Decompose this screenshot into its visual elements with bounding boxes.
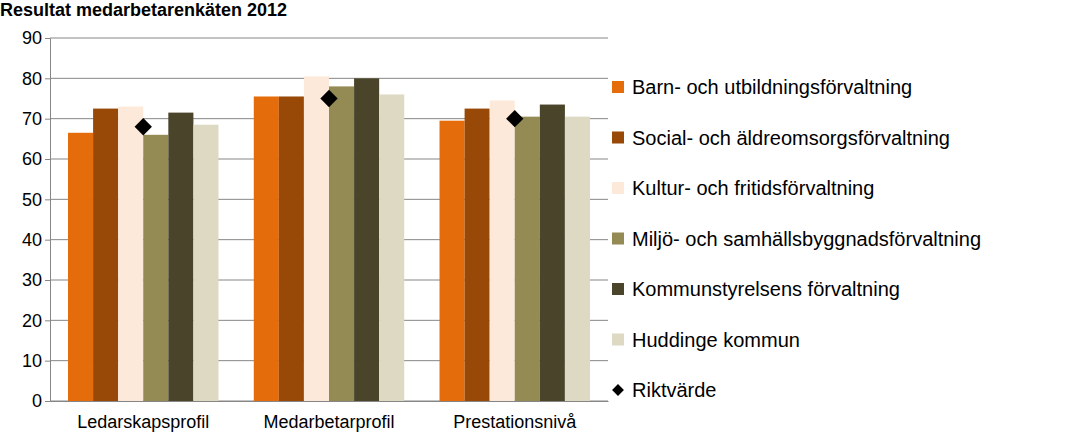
bar xyxy=(465,109,490,401)
y-tick-label: 20 xyxy=(22,311,42,331)
x-axis: Ledarskapsprofil Medarbetarprofil Prestati… xyxy=(51,402,609,433)
legend-item: Miljö- och samhällsbyggnadsförvaltning xyxy=(612,228,981,250)
bar xyxy=(490,101,515,401)
bar xyxy=(168,113,193,401)
y-tick: 90 xyxy=(22,28,50,48)
y-tick-mark xyxy=(45,361,50,362)
grid xyxy=(50,38,608,401)
y-tick-mark xyxy=(45,280,50,281)
x-tick: Prestationsnivå xyxy=(453,412,577,432)
bar xyxy=(279,96,304,401)
legend-item: Kommunstyrelsens förvaltning xyxy=(612,278,900,300)
y-tick-mark xyxy=(45,320,50,321)
y-tick: 40 xyxy=(22,230,50,250)
bar xyxy=(193,125,218,401)
grid-line xyxy=(50,38,608,39)
bar xyxy=(329,86,354,401)
y-axis-line xyxy=(45,39,51,402)
y-tick: 50 xyxy=(22,190,50,210)
legend-label: Kultur- och fritidsförvaltning xyxy=(632,177,874,199)
y-tick: 70 xyxy=(22,109,50,129)
y-tick-mark xyxy=(45,38,50,39)
y-tick-mark xyxy=(45,401,50,402)
x-tick-label: Medarbetarprofil xyxy=(263,412,394,432)
y-tick: 30 xyxy=(22,270,50,290)
y-tick: 80 xyxy=(22,69,50,89)
legend-item: Kultur- och fritidsförvaltning xyxy=(612,177,874,199)
bar xyxy=(515,117,540,401)
y-tick-mark xyxy=(45,240,50,241)
marker xyxy=(135,118,152,135)
legend-item: Barn- och utbildningsförvaltning xyxy=(612,76,912,98)
bar xyxy=(118,107,143,401)
y-tick-label: 10 xyxy=(22,351,42,371)
y-tick: 60 xyxy=(22,149,50,169)
y-tick-label: 90 xyxy=(22,28,42,48)
x-tick-label: Prestationsnivå xyxy=(453,412,577,432)
x-tick: Ledarskapsprofil xyxy=(77,412,209,432)
bar xyxy=(254,96,279,401)
bar xyxy=(68,133,93,401)
y-tick-label: 40 xyxy=(22,230,42,250)
y-axis: 0 10 20 30 40 50 60 70 80 90 xyxy=(22,28,51,411)
y-tick-label: 0 xyxy=(32,391,42,411)
title: Resultat medarbetarenkäten 2012 xyxy=(0,0,287,20)
y-tick-mark xyxy=(45,78,50,79)
bar xyxy=(540,105,565,401)
x-axis-line xyxy=(51,401,609,402)
legend-item: Huddinge kommun xyxy=(612,329,800,351)
bar xyxy=(565,117,590,401)
y-tick: 20 xyxy=(22,311,50,331)
y-tick-label: 80 xyxy=(22,69,42,89)
bar xyxy=(379,94,404,401)
legend-swatch xyxy=(612,132,624,144)
y-tick-label: 30 xyxy=(22,270,42,290)
legend-label: Social- och äldreomsorgsförvaltning xyxy=(632,127,950,149)
x-tick: Medarbetarprofil xyxy=(263,412,394,432)
bar xyxy=(304,76,329,401)
bar xyxy=(354,78,379,401)
marker xyxy=(506,110,523,127)
legend-item: Riktvärde xyxy=(612,379,716,401)
legend-swatch xyxy=(612,283,624,295)
y-tick: 0 xyxy=(32,391,50,411)
marks xyxy=(68,76,590,401)
legend-item: Social- och äldreomsorgsförvaltning xyxy=(612,127,950,149)
y-tick-mark xyxy=(45,159,50,160)
bar xyxy=(143,135,168,401)
legend-label: Huddinge kommun xyxy=(632,329,800,351)
marker xyxy=(320,90,337,107)
legend-label: Miljö- och samhällsbyggnadsförvaltning xyxy=(632,228,981,250)
y-tick-label: 50 xyxy=(22,190,42,210)
legend-swatch xyxy=(612,384,624,396)
y-tick-label: 70 xyxy=(22,109,42,129)
y-tick-label: 60 xyxy=(22,149,42,169)
legend-label: Kommunstyrelsens förvaltning xyxy=(632,278,900,300)
bar xyxy=(93,109,118,401)
legend-swatch xyxy=(612,233,624,245)
legend-label: Riktvärde xyxy=(632,379,716,401)
legend-label: Barn- och utbildningsförvaltning xyxy=(632,76,912,98)
legend: Barn- och utbildningsförvaltning Social- … xyxy=(612,76,981,401)
y-tick-mark xyxy=(45,119,50,120)
legend-swatch xyxy=(612,182,624,194)
chart: Resultat medarbetarenkäten 2012 0 10 20 30 40… xyxy=(0,0,1066,441)
y-tick: 10 xyxy=(22,351,50,371)
x-tick-label: Ledarskapsprofil xyxy=(77,412,209,432)
legend-swatch xyxy=(612,334,624,346)
bar xyxy=(440,121,465,401)
y-tick-mark xyxy=(45,199,50,200)
legend-swatch xyxy=(612,81,624,93)
